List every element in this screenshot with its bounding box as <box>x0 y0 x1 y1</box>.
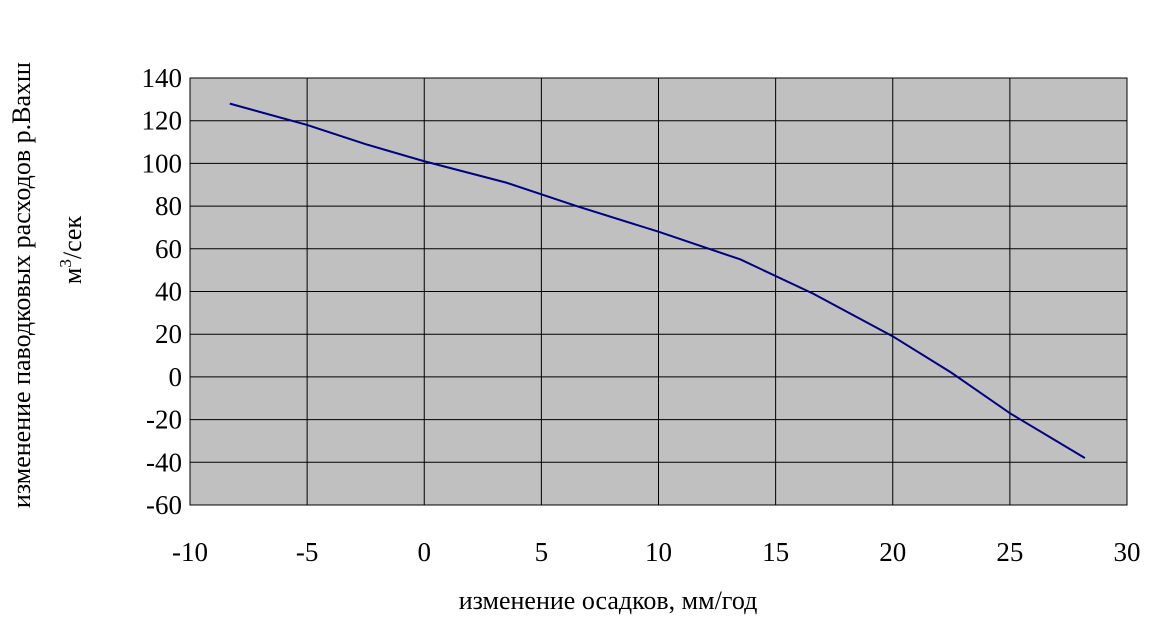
y-tick-labels: 140 120 100 80 60 40 20 0 -20 -40 -60 <box>142 63 183 520</box>
y-tick-label: -60 <box>146 490 182 520</box>
series <box>229 102 1086 459</box>
y-tick-label: 0 <box>169 362 183 392</box>
y-axis-title-unit: м3/сек <box>56 216 87 285</box>
y-axis-title-line1: изменение паводковых расходов р.Вахш <box>7 62 36 508</box>
y-tick-label: 100 <box>142 148 183 178</box>
y-tick-label: 40 <box>155 277 182 307</box>
x-tick-label: 30 <box>1114 537 1141 567</box>
x-tick-label: -5 <box>296 537 319 567</box>
x-tick-label: 0 <box>418 537 432 567</box>
y-axis-unit-rest: /сек <box>58 216 87 260</box>
x-tick-label: 15 <box>762 537 789 567</box>
y-tick-label: 80 <box>155 191 182 221</box>
y-axis-unit-superscript: 3 <box>56 259 75 268</box>
y-axis-title-line2: м3/сек <box>56 216 87 285</box>
y-tick-label: -40 <box>146 447 182 477</box>
y-tick-label: 20 <box>155 319 182 349</box>
y-axis-title: изменение паводковых расходов р.Вахш <box>7 62 36 508</box>
x-axis-title: изменение осадков, мм/год <box>459 586 758 615</box>
y-tick-label: 140 <box>142 63 183 93</box>
grid <box>189 77 1128 506</box>
x-tick-labels: -10 -5 0 5 10 15 20 25 30 <box>172 537 1141 567</box>
x-tick-label: 25 <box>996 537 1023 567</box>
x-tick-label: -10 <box>172 537 208 567</box>
x-tick-label: 20 <box>879 537 906 567</box>
y-axis-unit-base: м <box>58 268 87 284</box>
x-tick-label: 5 <box>535 537 549 567</box>
y-tick-label: 60 <box>155 234 182 264</box>
x-tick-label: 10 <box>645 537 672 567</box>
y-tick-label: -20 <box>146 405 182 435</box>
y-tick-label: 120 <box>142 106 183 136</box>
